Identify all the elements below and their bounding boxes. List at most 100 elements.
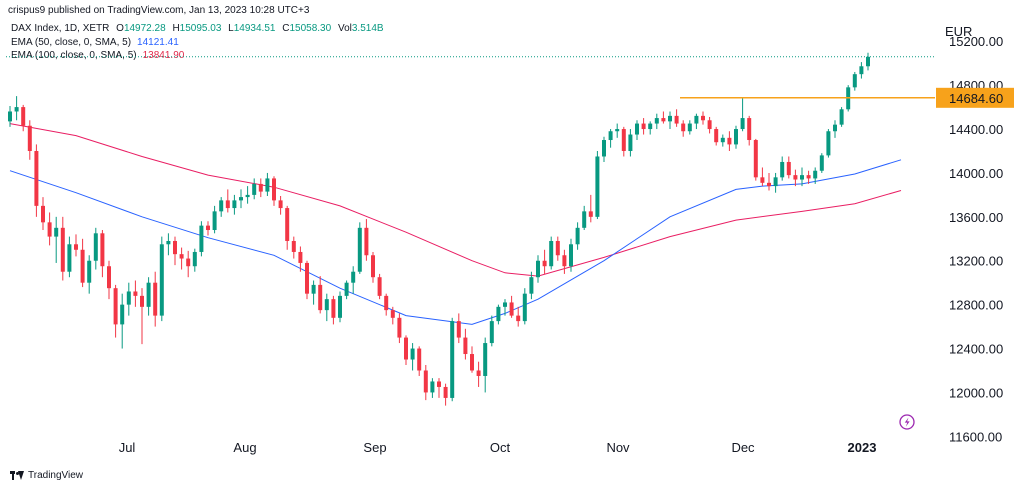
close-value: 15058.30: [289, 23, 332, 34]
candle: [674, 109, 679, 127]
ema50-legend[interactable]: EMA (50, close, 0, SMA, 5) 14121.41: [11, 37, 179, 48]
candle: [285, 205, 290, 250]
candle: [21, 104, 26, 132]
candle-body: [456, 321, 461, 338]
candle: [681, 120, 686, 137]
candle-body: [93, 233, 98, 261]
candle-body: [305, 262, 309, 294]
candle: [833, 120, 837, 138]
candle-body: [60, 227, 65, 272]
candle-body: [159, 244, 164, 316]
candle-body: [522, 293, 527, 322]
footer-brand-label: TradingView: [28, 470, 84, 481]
candle: [54, 216, 59, 263]
candle-body: [390, 310, 395, 318]
candle-body: [727, 137, 732, 145]
candle-body: [192, 251, 197, 267]
candle: [291, 236, 296, 259]
candle: [126, 282, 131, 316]
ema100-legend[interactable]: EMA (100, close, 0, SMA, 5) 13841.90: [11, 50, 184, 61]
candle: [522, 288, 527, 325]
candle-body: [800, 175, 804, 180]
lightning-icon[interactable]: [899, 414, 915, 430]
price-level-label: 14684.60: [949, 91, 1003, 106]
candle: [140, 288, 144, 345]
candle-body: [588, 211, 593, 217]
price-level-badge[interactable]: 14684.60: [936, 87, 1014, 108]
candle: [456, 313, 461, 344]
candle: [245, 186, 250, 204]
candle-body: [133, 291, 138, 296]
candle: [298, 246, 303, 272]
candle-body: [714, 129, 719, 143]
candle: [74, 234, 78, 257]
candle: [800, 167, 804, 187]
ema100-value: 13841.90: [142, 50, 185, 61]
candle-body: [54, 227, 59, 237]
candle: [470, 346, 474, 373]
candle: [423, 365, 428, 401]
candle: [615, 123, 620, 138]
candle: [687, 120, 692, 135]
symbol-name[interactable]: DAX Index, 1D, XETR: [11, 23, 110, 34]
candle-body: [179, 254, 184, 259]
candle-body: [562, 255, 567, 267]
candle-body: [654, 118, 659, 124]
candle-body: [470, 354, 474, 371]
candle: [199, 221, 204, 257]
candle: [377, 273, 382, 300]
candle: [720, 134, 725, 147]
candle: [404, 335, 408, 366]
candle: [819, 153, 824, 173]
candle-body: [8, 111, 12, 122]
candle-body: [404, 337, 408, 360]
candle-body: [344, 282, 349, 296]
x-tick-label: Aug: [233, 440, 256, 455]
footer-brand[interactable]: TradingView: [10, 470, 83, 481]
candle: [542, 249, 547, 274]
candle-body: [239, 197, 243, 201]
candle-body: [417, 348, 422, 371]
candle: [852, 71, 857, 91]
candle-body: [140, 295, 144, 307]
candle-body: [34, 150, 39, 206]
candle-body: [753, 140, 758, 178]
candle-body: [615, 129, 620, 132]
candle: [727, 131, 732, 151]
candle: [569, 238, 573, 272]
y-tick-label: 13200.00: [949, 254, 1003, 269]
candle-body: [324, 299, 329, 311]
volume-label: Vol: [337, 23, 352, 34]
y-tick-label: 12800.00: [949, 298, 1003, 313]
candle-body: [866, 56, 870, 67]
candle: [555, 236, 560, 261]
candle-body: [357, 227, 362, 272]
candle-body: [41, 205, 45, 223]
candle: [67, 236, 72, 278]
candle-body: [509, 302, 514, 316]
candle-body: [569, 244, 573, 267]
candle: [635, 120, 639, 141]
candle-body: [813, 170, 818, 179]
candle-body: [806, 175, 811, 179]
candle-body: [206, 225, 210, 231]
candle-body: [701, 115, 705, 121]
candle-body: [496, 306, 501, 322]
candle: [529, 271, 534, 300]
candle-body: [516, 315, 521, 322]
candle: [219, 197, 224, 217]
candle: [463, 328, 468, 360]
candle-body: [173, 240, 177, 255]
candle: [120, 293, 125, 349]
ema100-line: [9, 123, 902, 277]
high-value: 15095.03: [179, 23, 222, 34]
candle: [753, 138, 758, 181]
candle-body: [232, 200, 237, 209]
candle-body: [681, 123, 686, 132]
candle-body: [107, 266, 111, 289]
candle-body: [199, 225, 204, 252]
candle: [503, 299, 507, 316]
candle: [654, 113, 659, 130]
candle-body: [549, 240, 554, 267]
